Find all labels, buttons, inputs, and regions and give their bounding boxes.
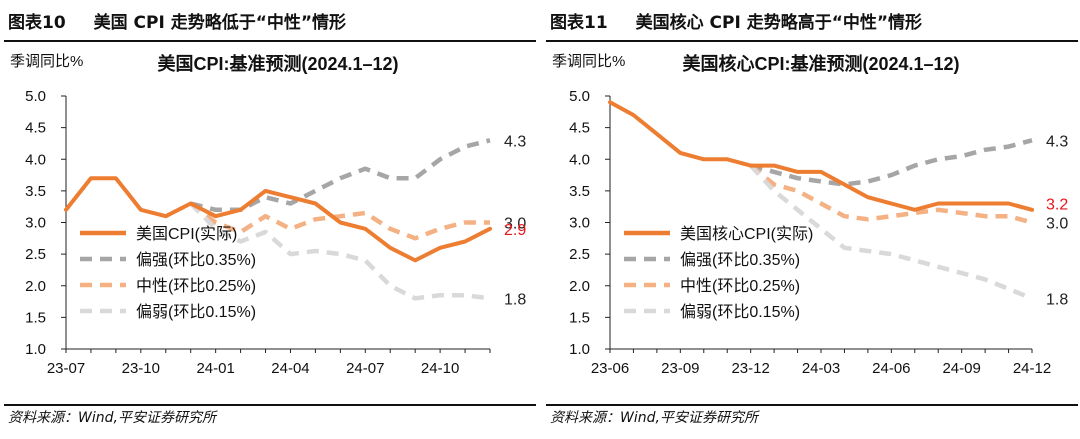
end-value-label: 4.3: [1046, 133, 1068, 150]
figure-title: 美国核心 CPI 走势略高于“中性”情形: [635, 13, 923, 33]
legend-label: 中性(环比0.25%): [136, 277, 256, 295]
legend-label: 中性(环比0.25%): [680, 277, 800, 295]
x-tick-label: 24-12: [1013, 360, 1051, 377]
y-tick-label: 3.5: [25, 183, 46, 200]
series-line-scenario-2: [189, 201, 490, 241]
legend-label: 偏强(环比0.35%): [136, 251, 256, 269]
figure-header: 图表11 美国核心 CPI 走势略高于“中性”情形: [546, 8, 1078, 42]
x-tick-label: 24-10: [421, 360, 459, 377]
x-tick-label: 23-09: [661, 360, 699, 377]
end-value-label: 1.8: [504, 291, 526, 308]
figure-number: 图表10: [8, 13, 66, 33]
y-tick-label: 1.0: [569, 341, 590, 358]
y-tick-label: 2.5: [569, 246, 590, 263]
series-line-scenario-2: [749, 163, 1033, 225]
x-tick-label: 24-07: [346, 360, 384, 377]
y-tick-label: 1.5: [569, 309, 590, 326]
x-tick-label: 24-06: [872, 360, 910, 377]
line-chart-core-cpi: 季调同比% 美国核心CPI:基准预测(2024.1–12) 1.0 1.5 2.0 2.5…: [552, 53, 1068, 377]
y-axis-label: 季调同比%: [552, 53, 625, 70]
end-value-label: 3.0: [504, 216, 526, 233]
x-tick-label: 24-09: [942, 360, 980, 377]
legend-label: 偏弱(环比0.15%): [680, 303, 800, 321]
x-tick-label: 23-12: [731, 360, 769, 377]
line-chart-cpi: 季调同比% 美国CPI:基准预测(2024.1–12) 1.0 1.5 2.0 2.5 3.…: [10, 53, 526, 377]
end-value-label: 3.2: [1046, 197, 1068, 214]
figure-title: 美国 CPI 走势略低于“中性”情形: [93, 13, 347, 33]
y-tick-label: 1.5: [25, 309, 46, 326]
y-tick-label: 5.0: [25, 88, 46, 105]
y-axis-label: 季调同比%: [10, 53, 83, 70]
end-value-label: 2.9: [504, 222, 526, 239]
y-tick-label: 2.5: [25, 246, 46, 263]
x-tick-label: 24-03: [802, 360, 840, 377]
y-tick-label: 4.0: [25, 151, 46, 168]
figure-number: 图表11: [550, 13, 608, 33]
series-line-actual: [64, 176, 492, 263]
x-tick-label: 23-07: [47, 360, 85, 377]
series-line-scenario-1: [190, 138, 491, 213]
series-line-scenario-3: [749, 164, 1033, 301]
y-tick-label: 1.0: [25, 341, 46, 358]
x-tick-label: 23-06: [591, 360, 629, 377]
y-tick-label: 3.5: [569, 183, 590, 200]
legend-label: 偏强(环比0.35%): [680, 251, 800, 269]
series-line-actual: [608, 100, 1034, 212]
x-tick-label: 24-04: [271, 360, 309, 377]
x-tick-label: 24-01: [196, 360, 234, 377]
end-value-label: 1.8: [1046, 291, 1068, 308]
figure-header: 图表10 美国 CPI 走势略低于“中性”情形: [4, 8, 536, 42]
legend-label: 偏弱(环比0.15%): [136, 303, 256, 321]
source-note: 资料来源：Wind,平安证券研究所: [4, 404, 536, 432]
x-tick-label: 23-10: [122, 360, 160, 377]
y-tick-label: 3.0: [25, 215, 46, 232]
end-value-label: 4.3: [504, 133, 526, 150]
chart-title: 美国核心CPI:基准预测(2024.1–12): [682, 53, 959, 74]
series-line-scenario-1: [750, 138, 1033, 187]
chart-panel-core-cpi: 图表11 美国核心 CPI 走势略高于“中性”情形 季调同比% 美国核心CPI:基…: [546, 0, 1078, 439]
y-tick-label: 4.5: [569, 120, 590, 137]
end-value-label: 3.0: [1046, 216, 1068, 233]
legend-label: 美国CPI(实际): [136, 225, 237, 243]
chart-panel-cpi: 图表10 美国 CPI 走势略低于“中性”情形 季调同比% 美国CPI:基准预测(…: [4, 0, 536, 439]
y-tick-label: 3.0: [569, 215, 590, 232]
legend-label: 美国核心CPI(实际): [680, 225, 813, 243]
y-tick-label: 5.0: [569, 88, 590, 105]
chart-title: 美国CPI:基准预测(2024.1–12): [157, 53, 398, 74]
source-note: 资料来源：Wind,平安证券研究所: [546, 404, 1078, 432]
y-tick-label: 2.0: [25, 278, 46, 295]
y-tick-label: 2.0: [569, 278, 590, 295]
series-line-scenario-3: [189, 201, 491, 301]
y-tick-label: 4.5: [25, 120, 46, 137]
y-tick-label: 4.0: [569, 151, 590, 168]
